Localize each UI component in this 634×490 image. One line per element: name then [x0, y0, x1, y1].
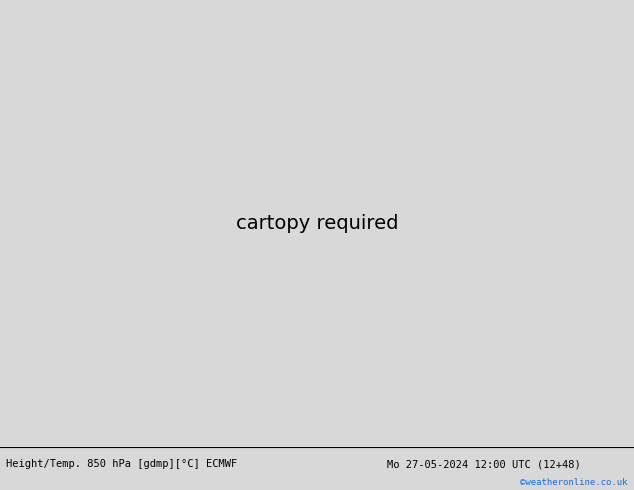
Text: Mo 27-05-2024 12:00 UTC (12+48): Mo 27-05-2024 12:00 UTC (12+48) — [387, 459, 581, 469]
Text: ©weatheronline.co.uk: ©weatheronline.co.uk — [520, 478, 628, 487]
Text: cartopy required: cartopy required — [236, 214, 398, 233]
Text: Height/Temp. 850 hPa [gdmp][°C] ECMWF: Height/Temp. 850 hPa [gdmp][°C] ECMWF — [6, 459, 238, 469]
